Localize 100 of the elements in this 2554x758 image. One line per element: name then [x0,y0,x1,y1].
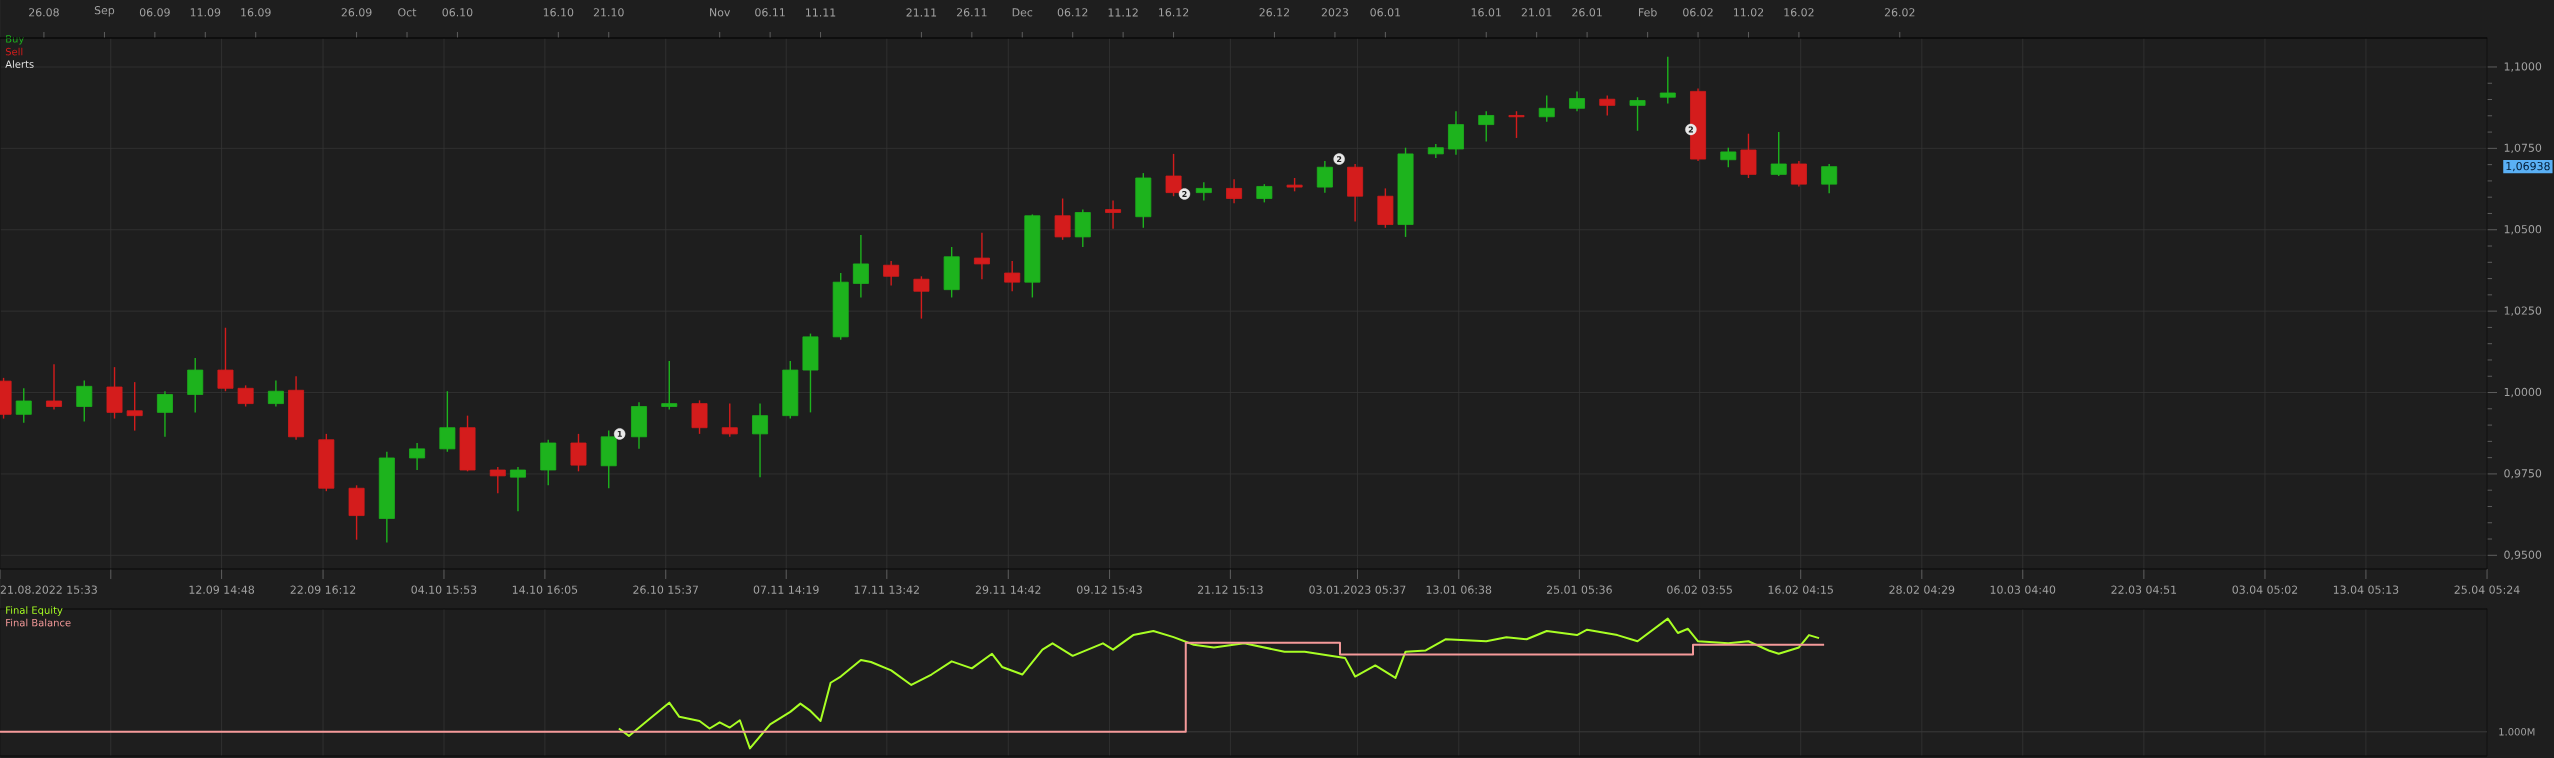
x2-tick-label: 06.12 [1057,8,1088,17]
x2-tick-label: 11.09 [190,8,221,17]
candlestick [1599,94,1616,117]
candlestick [973,231,990,280]
x2-tick-label: 21.01 [1521,8,1552,17]
x-tick-label: 26.10 15:37 [633,585,698,594]
x-tick-label: 25.04 05:24 [2454,585,2520,594]
candlestick [1659,56,1676,105]
x2-tick-label: 21.10 [593,8,624,17]
candlestick [126,381,143,432]
candlestick [1054,197,1071,241]
x-tick-label: 25.01 05:36 [1546,585,1612,594]
x2-tick-label: 16.09 [241,8,271,17]
candlestick [1256,183,1273,204]
candlestick [76,379,93,423]
x-tick-label: 21.12 15:13 [1197,585,1263,594]
x2-tick-label: 21.11 [906,8,937,17]
text: Final Equity [6,606,63,616]
candlestick [570,433,587,473]
x-tick-label: 21.08.2022 15:33 [0,585,97,594]
text: Alerts [5,60,34,68]
x2-tick-label: 26.12 [1259,8,1290,17]
candlestick [46,363,62,411]
candlestick [217,327,234,392]
x2-tick-label: 16.10 [543,8,574,17]
x2-tick-label: 11.02 [1733,8,1764,17]
x2-tick-label: 06.10 [442,8,473,17]
x2-tick-label: Feb [1638,7,1657,17]
y-tick-label: 1,0000 [2504,387,2542,398]
x-tick-label: 03.04 05:02 [2232,585,2298,594]
candlestick [1195,181,1212,202]
candlestick [1004,260,1021,292]
x-tick-label: 09.12 15:43 [1077,585,1142,594]
candlestick [852,234,869,299]
text: Final Balance [6,618,71,627]
text: Sell [5,47,23,56]
candlestick [1538,94,1555,123]
candlestick [409,442,426,471]
candlestick [1316,160,1333,194]
candlestick [237,384,254,408]
x2-tick-label: Sep [94,6,115,17]
x-tick-label: 12.09 14:48 [189,585,255,594]
x2-tick-label: 11.12 [1108,8,1138,17]
y-tick-label: 0,9500 [2504,550,2542,561]
candlestick [1569,90,1585,112]
candlestick [1770,131,1787,177]
y-tick-label: 1,1000 [2504,62,2542,72]
x-tick-label: 06.02 03:55 [1667,585,1732,594]
text: 1,06938 [2506,161,2550,172]
candlestick [439,390,456,453]
x-tick-label: 17.11 13:42 [854,585,919,594]
x2-tick-label: 06.11 [755,8,785,17]
x2-tick-label: 06.09 [139,8,170,17]
candlestick [661,360,678,411]
y-tick-label: 1,0750 [2504,143,2542,154]
candlestick [1629,96,1646,132]
x2-tick-label: 06.02 [1683,8,1713,17]
x2-tick-label: Nov [710,8,731,17]
x2-tick-label: 16.12 [1159,8,1189,17]
y-tick-label: 0,9750 [2504,469,2542,479]
x-tick-label: 28.02 04:29 [1889,585,1955,594]
candlestick [156,390,173,438]
candlestick [489,466,506,494]
candlestick [883,260,900,287]
x2-tick-label: 11.11 [806,8,836,17]
x-tick-label: 03.01.2023 05:37 [1309,585,1406,594]
y-tick-label: 1,0500 [2504,225,2542,235]
x2-tick-label: 06.01 [1370,8,1401,17]
candlestick [913,275,930,320]
x2-tick-label: 26.09 [341,8,372,17]
x-tick-label: 22.03 04:51 [2111,585,2177,594]
candlestick [267,379,284,408]
candlestick [1720,147,1737,168]
candlestick [510,466,526,513]
x2-tick-label: 16.01 [1471,8,1501,17]
x2-tick-label: Dec [1012,8,1033,17]
x-tick-label: 22.09 16:12 [290,585,356,594]
x2-tick-label: 26.01 [1572,8,1602,17]
x-tick-label: 14.10 16:05 [512,585,578,594]
x2-tick-label: 16.02 [1784,8,1814,17]
x-tick-label: 10.03 04:40 [1990,585,2056,594]
candlestick [752,402,768,478]
candlestick [1821,163,1838,194]
candlestick [1508,110,1525,139]
candlestick [721,402,738,438]
x2-tick-label: 26.11 [956,8,987,17]
x-tick-label: 13.01 06:38 [1426,585,1492,594]
ref-line-label: 1.000M [2499,728,2535,736]
candlestick [1790,160,1807,188]
candlestick [1105,199,1122,230]
candlestick [1478,110,1495,143]
x-tick-label: 04.10 15:53 [411,585,477,594]
candlestick [1226,178,1243,205]
x-tick-label: 13.04 05:13 [2333,585,2399,594]
x-tick-label: 29.11 14:42 [975,585,1041,594]
x-tick-label: 16.02 04:15 [1768,585,1833,594]
x2-tick-label: 2023 [1321,8,1348,17]
candlestick [15,387,32,424]
x-tick-label: 07.11 14:19 [753,585,819,594]
text: Buy [6,35,24,45]
